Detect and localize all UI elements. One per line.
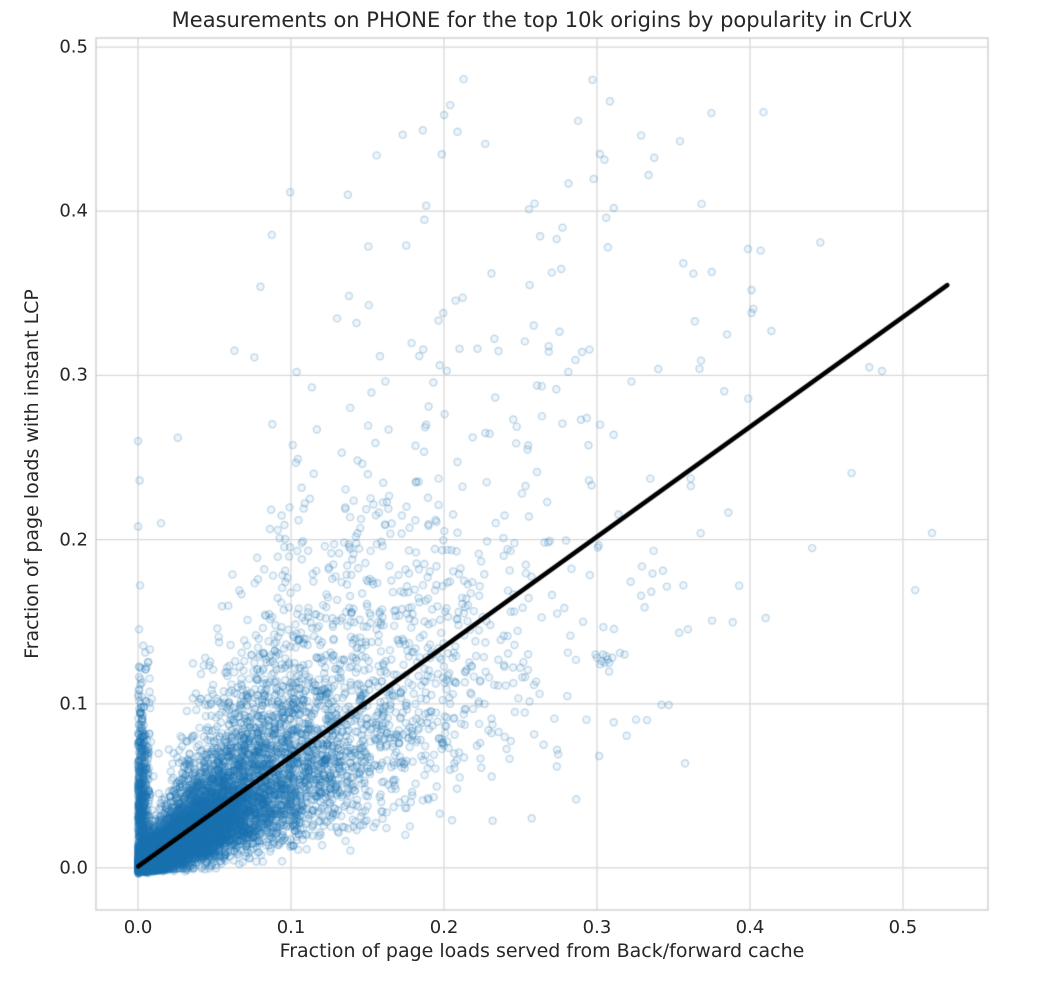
x-tick-label: 0.1 <box>276 917 306 938</box>
y-tick-label: 0.4 <box>59 200 88 222</box>
x-axis-label: Fraction of page loads served from Back/… <box>279 940 805 962</box>
x-tick-label: 0.0 <box>123 917 153 938</box>
y-tick-label: 0.1 <box>59 693 88 715</box>
y-axis-label: Fraction of page loads with instant LCP <box>21 289 43 659</box>
y-tick-label: 0.2 <box>59 529 88 551</box>
x-tick-label: 0.3 <box>582 917 612 938</box>
chart-title: Measurements on PHONE for the top 10k or… <box>171 8 913 32</box>
x-tick-label: 0.5 <box>888 917 918 938</box>
x-tick-label: 0.4 <box>735 917 765 938</box>
x-tick-label: 0.2 <box>429 917 459 938</box>
y-tick-label: 0.3 <box>59 364 88 386</box>
y-tick-label: 0.5 <box>59 36 88 58</box>
y-tick-label: 0.0 <box>59 857 88 879</box>
